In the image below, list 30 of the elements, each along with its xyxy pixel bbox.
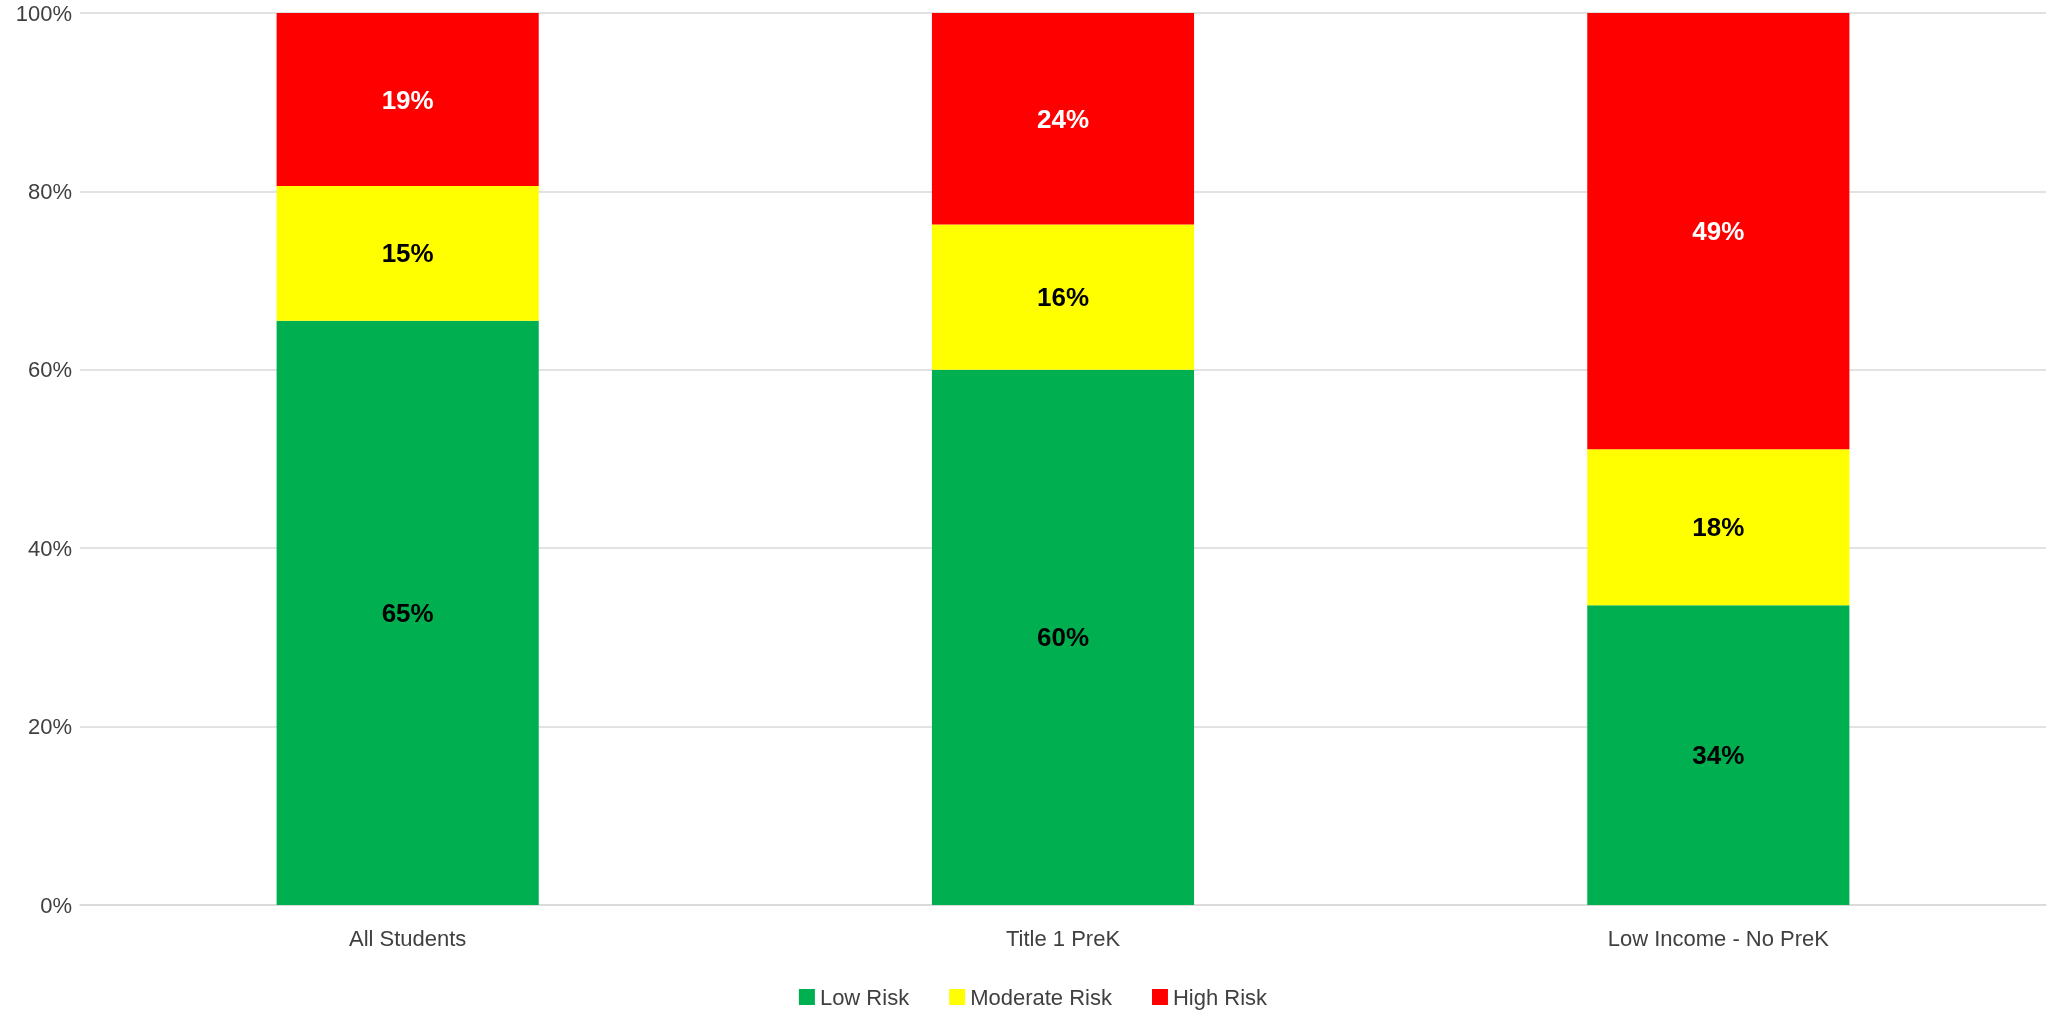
- bar: [1587, 605, 1850, 905]
- y-tick-label: 100%: [15, 0, 72, 26]
- data-label: 24%: [1036, 103, 1090, 134]
- y-tick-label: 0%: [40, 892, 72, 918]
- bar: [931, 369, 1195, 905]
- y-tick-label: 40%: [27, 535, 72, 561]
- data-label: 15%: [381, 238, 434, 269]
- x-tick-label: Title 1 PreK: [1005, 925, 1121, 951]
- bar: [1587, 449, 1850, 606]
- legend-label: Low Risk: [819, 984, 911, 1010]
- bar: [931, 224, 1195, 370]
- data-label: 34%: [1692, 740, 1745, 771]
- y-tick-label: 20%: [27, 714, 72, 740]
- data-label: 49%: [1692, 216, 1745, 247]
- bar: [276, 320, 539, 905]
- legend-label: Moderate Risk: [970, 984, 1113, 1010]
- legend-label: High Risk: [1172, 984, 1269, 1010]
- x-tick-label: Low Income - No PreK: [1607, 925, 1830, 951]
- bar: [931, 13, 1195, 225]
- data-label: 60%: [1036, 622, 1090, 653]
- data-label: 16%: [1036, 282, 1090, 313]
- data-label: 65%: [381, 597, 434, 628]
- y-tick-label: 80%: [27, 178, 72, 204]
- data-label: 18%: [1692, 512, 1745, 543]
- x-tick-label: All Students: [348, 925, 467, 951]
- data-label: 19%: [381, 84, 434, 115]
- y-tick-label: 60%: [27, 357, 72, 383]
- bar: [1587, 13, 1850, 450]
- bar: [276, 13, 539, 187]
- bar: [276, 186, 539, 321]
